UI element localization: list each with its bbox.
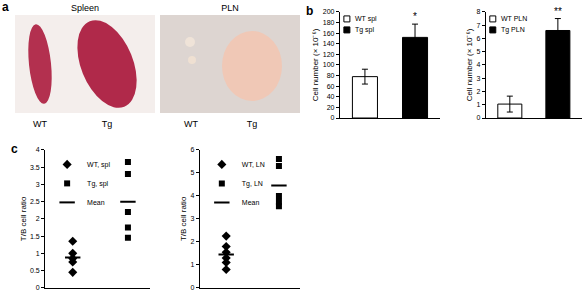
svg-text:100: 100 [323, 61, 335, 68]
svg-text:*: * [413, 11, 417, 22]
svg-text:WT PLN: WT PLN [501, 15, 527, 22]
svg-text:b: b [306, 4, 313, 18]
svg-text:80: 80 [327, 72, 335, 79]
svg-text:6: 6 [191, 146, 195, 153]
svg-text:Spleen: Spleen [71, 3, 99, 13]
svg-text:5: 5 [191, 169, 195, 176]
svg-text:120: 120 [323, 51, 335, 58]
svg-text:T/B cell ratio: T/B cell ratio [179, 196, 188, 241]
svg-text:Cell number (× 10⁻⁶): Cell number (× 10⁻⁶) [465, 28, 474, 101]
svg-text:2: 2 [191, 238, 195, 245]
svg-text:1.5: 1.5 [30, 233, 40, 240]
svg-text:160: 160 [323, 30, 335, 37]
svg-text:c: c [11, 142, 18, 156]
svg-text:Tg, spl: Tg, spl [87, 180, 108, 188]
svg-text:3: 3 [36, 181, 40, 188]
svg-text:WT: WT [33, 119, 47, 129]
svg-text:2.5: 2.5 [30, 198, 40, 205]
svg-text:Tg: Tg [102, 119, 113, 129]
svg-text:1: 1 [36, 250, 40, 257]
svg-text:WT, spl: WT, spl [87, 161, 110, 169]
svg-text:140: 140 [323, 40, 335, 47]
svg-text:Cell number (× 10⁻⁶): Cell number (× 10⁻⁶) [311, 28, 320, 101]
svg-text:7: 7 [476, 22, 480, 29]
svg-text:5: 5 [476, 48, 480, 55]
svg-text:PLN: PLN [221, 3, 239, 13]
svg-text:40: 40 [327, 93, 335, 100]
svg-text:WT spl: WT spl [355, 15, 377, 23]
svg-text:Tg spl: Tg spl [355, 26, 375, 34]
svg-text:3: 3 [476, 75, 480, 82]
svg-text:Mean: Mean [87, 199, 105, 206]
svg-text:WT: WT [184, 119, 198, 129]
svg-text:8: 8 [476, 8, 480, 15]
svg-text:0.5: 0.5 [30, 267, 40, 274]
svg-text:3: 3 [191, 215, 195, 222]
svg-text:0: 0 [36, 284, 40, 291]
svg-text:**: ** [554, 6, 562, 17]
svg-text:60: 60 [327, 83, 335, 90]
svg-text:WT, LN: WT, LN [242, 161, 265, 168]
svg-text:Mean: Mean [242, 199, 260, 206]
svg-text:Tg: Tg [247, 119, 258, 129]
svg-text:T/B cell ratio: T/B cell ratio [19, 196, 28, 241]
svg-text:2: 2 [36, 215, 40, 222]
svg-text:Tg, LN: Tg, LN [242, 180, 263, 188]
svg-text:a: a [2, 0, 9, 14]
svg-text:1: 1 [476, 101, 480, 108]
svg-text:20: 20 [327, 104, 335, 111]
svg-text:6: 6 [476, 35, 480, 42]
svg-text:Tg PLN: Tg PLN [501, 26, 525, 34]
svg-text:2: 2 [476, 88, 480, 95]
svg-text:0: 0 [331, 114, 335, 121]
svg-text:4: 4 [476, 61, 480, 68]
svg-text:4: 4 [36, 146, 40, 153]
svg-text:4: 4 [191, 192, 195, 199]
svg-text:180: 180 [323, 19, 335, 26]
svg-text:200: 200 [323, 8, 335, 15]
svg-text:1: 1 [191, 261, 195, 268]
svg-text:0: 0 [476, 114, 480, 121]
svg-text:0: 0 [191, 284, 195, 291]
svg-text:3.5: 3.5 [30, 164, 40, 171]
